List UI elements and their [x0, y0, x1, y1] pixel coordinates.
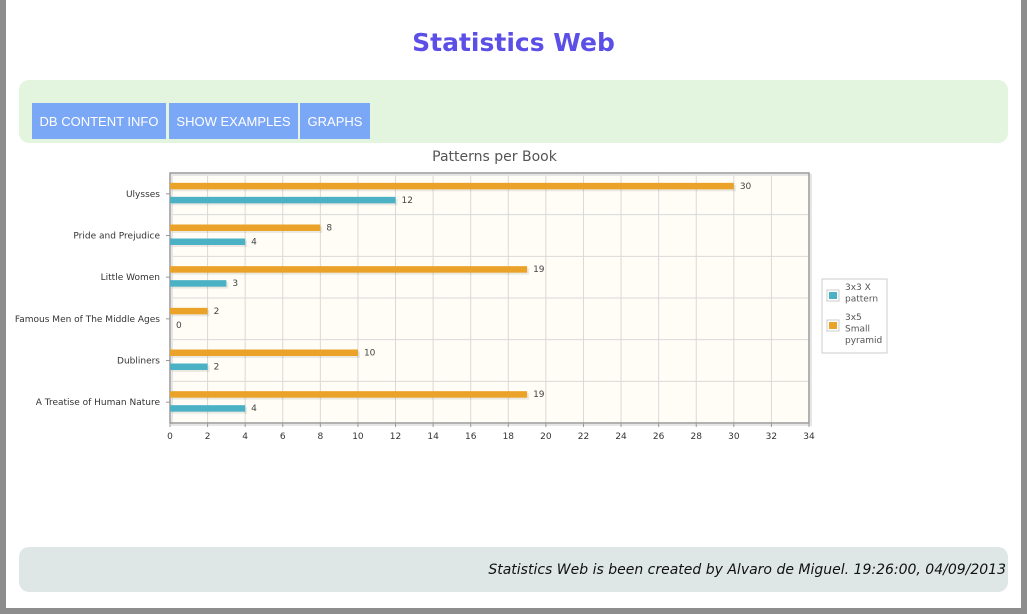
chart-title: Patterns per Book [432, 149, 558, 165]
nav-bar: DB CONTENT INFO SHOW EXAMPLES GRAPHS [19, 80, 1008, 143]
bar [170, 266, 528, 273]
x-tick-label: 8 [317, 432, 323, 442]
data-label: 2 [214, 307, 220, 317]
page-title: Statistics Web [412, 28, 615, 57]
legend-swatch [829, 292, 837, 299]
bar [170, 363, 208, 370]
x-tick-label: 14 [427, 432, 439, 442]
nav-graphs-button[interactable]: GRAPHS [300, 103, 370, 139]
data-label: 30 [740, 182, 752, 192]
bar [170, 182, 734, 190]
bar [170, 196, 396, 204]
nav-db-content-info-button[interactable]: DB CONTENT INFO [32, 103, 166, 139]
bar [170, 224, 321, 231]
data-label: 8 [326, 224, 332, 234]
category-label: Little Women [101, 273, 160, 283]
data-label: 2 [214, 363, 220, 373]
x-tick-label: 26 [653, 432, 665, 442]
data-label: 3 [232, 279, 238, 289]
x-tick-label: 22 [578, 432, 589, 442]
data-label: 19 [533, 390, 545, 400]
bar [170, 405, 246, 412]
x-tick-label: 12 [390, 432, 401, 442]
x-tick-label: 0 [167, 432, 173, 442]
data-label: 10 [364, 349, 376, 359]
category-label: Dubliners [117, 357, 160, 367]
category-label: Ulysses [126, 190, 160, 200]
nav-show-examples-button[interactable]: SHOW EXAMPLES [169, 103, 298, 139]
x-tick-label: 10 [352, 432, 364, 442]
footer: Statistics Web is been created by Alvaro… [19, 547, 1008, 592]
x-tick-label: 2 [205, 432, 211, 442]
legend-label: 3x5 Small pyramid [845, 313, 882, 346]
data-label: 0 [176, 321, 182, 331]
bar [170, 391, 528, 398]
bar [170, 280, 227, 287]
x-tick-label: 30 [728, 432, 740, 442]
x-tick-label: 32 [766, 432, 777, 442]
bar [170, 307, 208, 315]
category-label: Famous Men of The Middle Ages [15, 315, 160, 325]
x-tick-label: 28 [691, 432, 703, 442]
legend-swatch [829, 322, 837, 329]
bar [170, 238, 246, 245]
data-label: 4 [251, 404, 257, 414]
x-tick-label: 16 [465, 432, 477, 442]
x-tick-label: 18 [503, 432, 515, 442]
x-tick-label: 24 [615, 432, 627, 442]
data-label: 4 [251, 238, 257, 248]
plot-border [169, 172, 810, 424]
x-tick-label: 4 [242, 432, 248, 442]
plot-shadow [171, 174, 812, 426]
data-label: 12 [402, 196, 413, 206]
x-tick-label: 6 [280, 432, 286, 442]
x-tick-label: 20 [540, 432, 552, 442]
footer-text: Statistics Web is been created by Alvaro… [488, 562, 1006, 578]
category-label: Pride and Prejudice [73, 232, 160, 242]
bar [170, 349, 358, 356]
data-label: 19 [533, 265, 545, 275]
x-tick-label: 34 [803, 432, 815, 442]
category-label: A Treatise of Human Nature [36, 398, 161, 408]
